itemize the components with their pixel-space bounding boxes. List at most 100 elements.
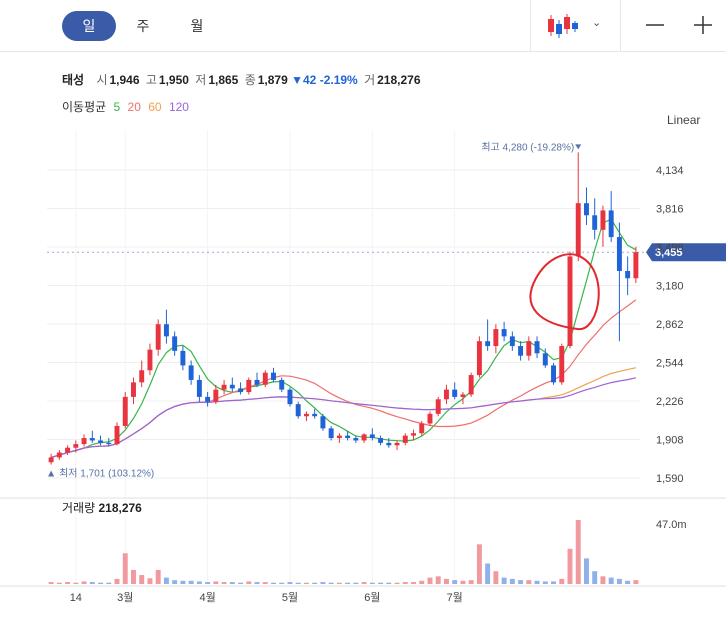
tab-month[interactable]: 월 <box>190 18 204 34</box>
volume-bar <box>551 581 556 584</box>
volume-bar <box>435 576 441 584</box>
candle <box>180 346 186 371</box>
y-tick-label: 2,862 <box>656 319 684 331</box>
volume-bar <box>485 563 491 584</box>
tab-day[interactable]: 일 <box>62 11 116 41</box>
candle-body <box>534 341 540 354</box>
volume-title-value: 218,276 <box>98 501 142 515</box>
plus-icon <box>694 16 712 34</box>
volume-bar <box>262 582 268 584</box>
top-toolbar: 일 주 월 ⌄ <box>0 0 726 52</box>
candle <box>443 384 449 405</box>
volume-bar <box>205 582 211 584</box>
volume-bar <box>559 578 565 584</box>
chart-type-dropdown[interactable]: ⌄ <box>540 12 612 40</box>
candle-body <box>452 389 458 397</box>
candle <box>155 319 161 356</box>
volume-bar <box>188 580 194 584</box>
high-value: 1,950 <box>158 73 189 87</box>
volume-bar <box>534 580 540 584</box>
candle-body <box>122 396 128 426</box>
tab-week[interactable]: 주 <box>136 18 150 34</box>
zoom-out-button[interactable] <box>638 10 672 40</box>
volume-title: 거래량 218,276 <box>62 501 142 515</box>
volume-bar <box>526 580 532 584</box>
candlestick-icon <box>548 14 578 38</box>
candle <box>353 435 359 443</box>
volume-bar <box>592 571 598 584</box>
candle-body <box>419 423 425 434</box>
candle <box>320 413 326 431</box>
candle <box>608 191 614 242</box>
volume-bar <box>246 581 252 584</box>
candle-body <box>542 353 548 366</box>
volume-bar <box>271 582 276 584</box>
volume-label: 거 <box>364 73 376 87</box>
x-tick-label: 4월 <box>199 591 215 604</box>
volume-bar <box>427 577 433 584</box>
volume-max-label: 47.0m <box>656 519 687 531</box>
candle <box>386 438 392 448</box>
min-price-label: 최저 1,701 (103.12%) <box>59 468 154 480</box>
candle-body <box>493 329 499 347</box>
zoom-in-button[interactable] <box>686 10 720 40</box>
stock-name: 태성 <box>62 73 85 87</box>
candle-body <box>336 435 342 439</box>
candle <box>98 435 104 446</box>
candle <box>345 430 351 441</box>
candle <box>295 401 301 419</box>
volume-bar <box>386 582 392 584</box>
toolbar-divider <box>530 0 531 52</box>
ma-120-label: 120 <box>168 100 189 114</box>
volume-bar <box>493 571 499 584</box>
low-label: 저 <box>195 73 207 87</box>
volume-bar <box>312 582 318 584</box>
candle <box>633 246 639 284</box>
candle-body <box>386 442 392 446</box>
candle <box>221 379 227 395</box>
candle-body <box>303 413 309 417</box>
volume-bar <box>81 581 87 584</box>
grid-lines <box>0 130 726 587</box>
x-tick-label: 3월 <box>117 591 133 604</box>
candle <box>583 187 589 225</box>
candle <box>559 343 565 385</box>
candle-body <box>328 428 334 439</box>
candle <box>213 384 219 405</box>
candle <box>196 375 202 402</box>
candle-body <box>592 215 598 230</box>
candle-body <box>229 384 235 389</box>
candle-body <box>98 440 104 443</box>
candle <box>567 251 573 349</box>
volume-bar <box>122 553 128 584</box>
candle-body <box>394 442 400 446</box>
volume-bar <box>180 580 186 584</box>
candle <box>501 321 507 342</box>
candle <box>287 387 293 407</box>
candle <box>369 428 375 441</box>
candle-body <box>567 256 573 347</box>
candle-body <box>378 438 384 443</box>
y-tick-label: 3,498 <box>656 242 684 254</box>
ma-60-label: 60 <box>148 100 162 114</box>
low-value: 1,865 <box>208 73 239 87</box>
candle <box>205 392 211 407</box>
moving-average-lines <box>50 218 637 458</box>
volume-bar <box>287 582 293 584</box>
candle <box>48 453 54 465</box>
open-value: 1,946 <box>109 73 140 87</box>
candlestick-series <box>48 152 639 465</box>
candle-body <box>625 270 631 279</box>
volume-bar <box>460 580 466 584</box>
candle-body <box>320 416 326 429</box>
candle-body <box>509 336 515 347</box>
candle-body <box>246 379 252 393</box>
candle-body <box>353 438 359 441</box>
candle <box>131 377 136 405</box>
y-tick-label: 2,226 <box>656 396 684 408</box>
candle <box>575 152 581 262</box>
volume-bar <box>229 582 235 584</box>
scale-toggle-button[interactable]: Linear <box>667 113 701 127</box>
volume-bar <box>402 582 408 584</box>
